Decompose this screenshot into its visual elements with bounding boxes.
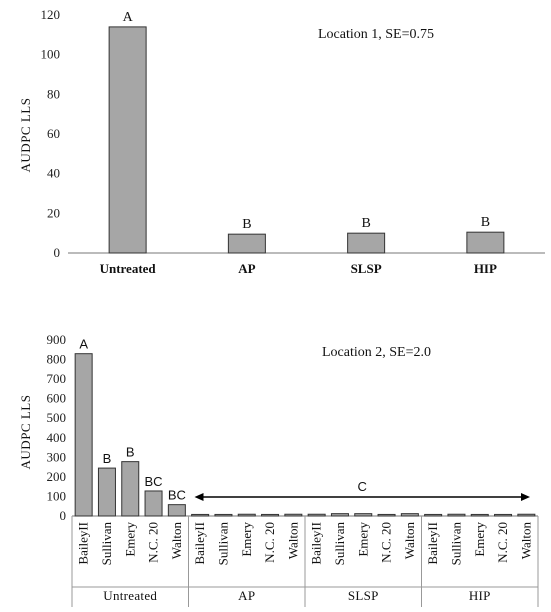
group-label: HIP <box>469 588 491 603</box>
y-tick-label: 120 <box>41 7 61 22</box>
variety-label: Sullivan <box>448 522 463 566</box>
y-axis-label-location-1: AUDPC LLS <box>18 98 33 173</box>
group-label: Untreated <box>103 588 157 603</box>
y-tick-label: 500 <box>47 410 67 425</box>
y-tick-label: 60 <box>47 126 60 141</box>
significance-range-arrow: C <box>194 479 530 501</box>
variety-label: Sullivan <box>332 522 347 566</box>
y-tick-label: 100 <box>47 488 67 503</box>
bar <box>97 467 116 517</box>
significance-letter: BC <box>168 488 186 503</box>
bar <box>121 461 140 517</box>
bar <box>237 513 256 517</box>
bar <box>424 513 443 517</box>
bar <box>144 490 163 517</box>
bar <box>167 504 186 517</box>
bar <box>377 513 396 517</box>
variety-labels-location-2: BaileyII Sullivan Emery N.C. 20 Walton Bailey… <box>76 522 534 566</box>
group-label: SLSP <box>348 588 379 603</box>
bar <box>470 513 489 517</box>
y-tick-label: 700 <box>47 371 67 386</box>
category-label: Untreated <box>100 261 157 276</box>
significance-letter: A <box>79 337 88 352</box>
variety-label: BaileyII <box>192 522 207 565</box>
variety-label: N.C. 20 <box>146 522 161 563</box>
significance-letter: A <box>123 10 134 25</box>
group-labels-location-2: Untreated AP SLSP HIP <box>71 516 539 607</box>
bar <box>74 353 93 517</box>
variety-label: N.C. 20 <box>379 522 394 563</box>
arrow-head-left <box>194 493 204 501</box>
significance-letter: BC <box>145 474 163 489</box>
y-tick-label: 800 <box>47 352 67 367</box>
bar <box>466 231 505 254</box>
bars-location-1 <box>108 26 505 254</box>
y-tick-label: 900 <box>47 332 67 347</box>
variety-label: Walton <box>518 522 533 560</box>
variety-label: Emery <box>472 522 487 557</box>
chart-location-1: AUDPC LLS 0 20 40 60 80 100 120 A B B B Untreated… <box>18 7 545 276</box>
y-tick-labels-location-1: 0 20 40 60 80 100 120 <box>41 7 61 260</box>
significance-letter: B <box>103 451 112 466</box>
bar <box>330 513 349 517</box>
category-label: SLSP <box>351 261 382 276</box>
y-tick-label: 20 <box>47 205 60 220</box>
y-tick-label: 80 <box>47 86 60 101</box>
chart-location-2: AUDPC LLS 0 100 200 300 400 500 600 700 800 900 A… <box>18 332 539 607</box>
significance-letter: B <box>481 215 490 230</box>
category-label: AP <box>238 261 255 276</box>
bar <box>347 232 386 254</box>
annotation-location-2: Location 2, SE=2.0 <box>322 345 431 360</box>
y-tick-label: 400 <box>47 430 67 445</box>
variety-label: BaileyII <box>425 522 440 565</box>
significance-letter: B <box>361 216 370 231</box>
annotation-location-1: Location 1, SE=0.75 <box>318 27 434 42</box>
variety-label: Emery <box>355 522 370 557</box>
variety-label: Emery <box>122 522 137 557</box>
y-tick-label: 0 <box>54 245 61 260</box>
bar <box>284 513 303 517</box>
y-tick-label: 0 <box>60 508 67 523</box>
y-tick-label: 200 <box>47 469 67 484</box>
significance-letter: B <box>126 445 135 460</box>
y-tick-label: 100 <box>41 47 61 62</box>
y-tick-label: 300 <box>47 449 67 464</box>
bar <box>214 513 233 517</box>
variety-label: N.C. 20 <box>262 522 277 563</box>
bar <box>517 513 536 517</box>
bar <box>227 233 266 254</box>
bar <box>307 513 326 517</box>
bar <box>191 513 210 517</box>
bar <box>261 513 280 517</box>
y-tick-label: 600 <box>47 391 67 406</box>
range-letter: C <box>358 479 367 494</box>
category-label: HIP <box>474 261 497 276</box>
variety-label: BaileyII <box>309 522 324 565</box>
variety-label: BaileyII <box>76 522 91 565</box>
y-tick-label: 40 <box>47 166 60 181</box>
variety-label: N.C. 20 <box>495 522 510 563</box>
group-label: AP <box>238 588 255 603</box>
y-axis-label-location-2: AUDPC LLS <box>18 395 33 470</box>
bar <box>108 26 147 254</box>
bars-location-2 <box>74 353 536 517</box>
variety-label: Sullivan <box>99 522 114 566</box>
variety-label: Walton <box>285 522 300 560</box>
significance-letters-location-2: A B B BC BC <box>79 337 186 503</box>
significance-letters-location-1: A B B B <box>123 10 490 232</box>
significance-letter: B <box>242 217 251 232</box>
arrow-head-right <box>521 493 530 501</box>
variety-label: Sullivan <box>215 522 230 566</box>
category-labels-location-1: Untreated AP SLSP HIP <box>100 261 497 276</box>
bar <box>494 513 513 517</box>
y-tick-labels-location-2: 0 100 200 300 400 500 600 700 800 900 <box>47 332 67 523</box>
variety-label: Walton <box>169 522 184 560</box>
bar <box>400 513 419 517</box>
bar <box>447 513 466 517</box>
variety-label: Emery <box>239 522 254 557</box>
bar <box>354 513 373 517</box>
variety-label: Walton <box>402 522 417 560</box>
